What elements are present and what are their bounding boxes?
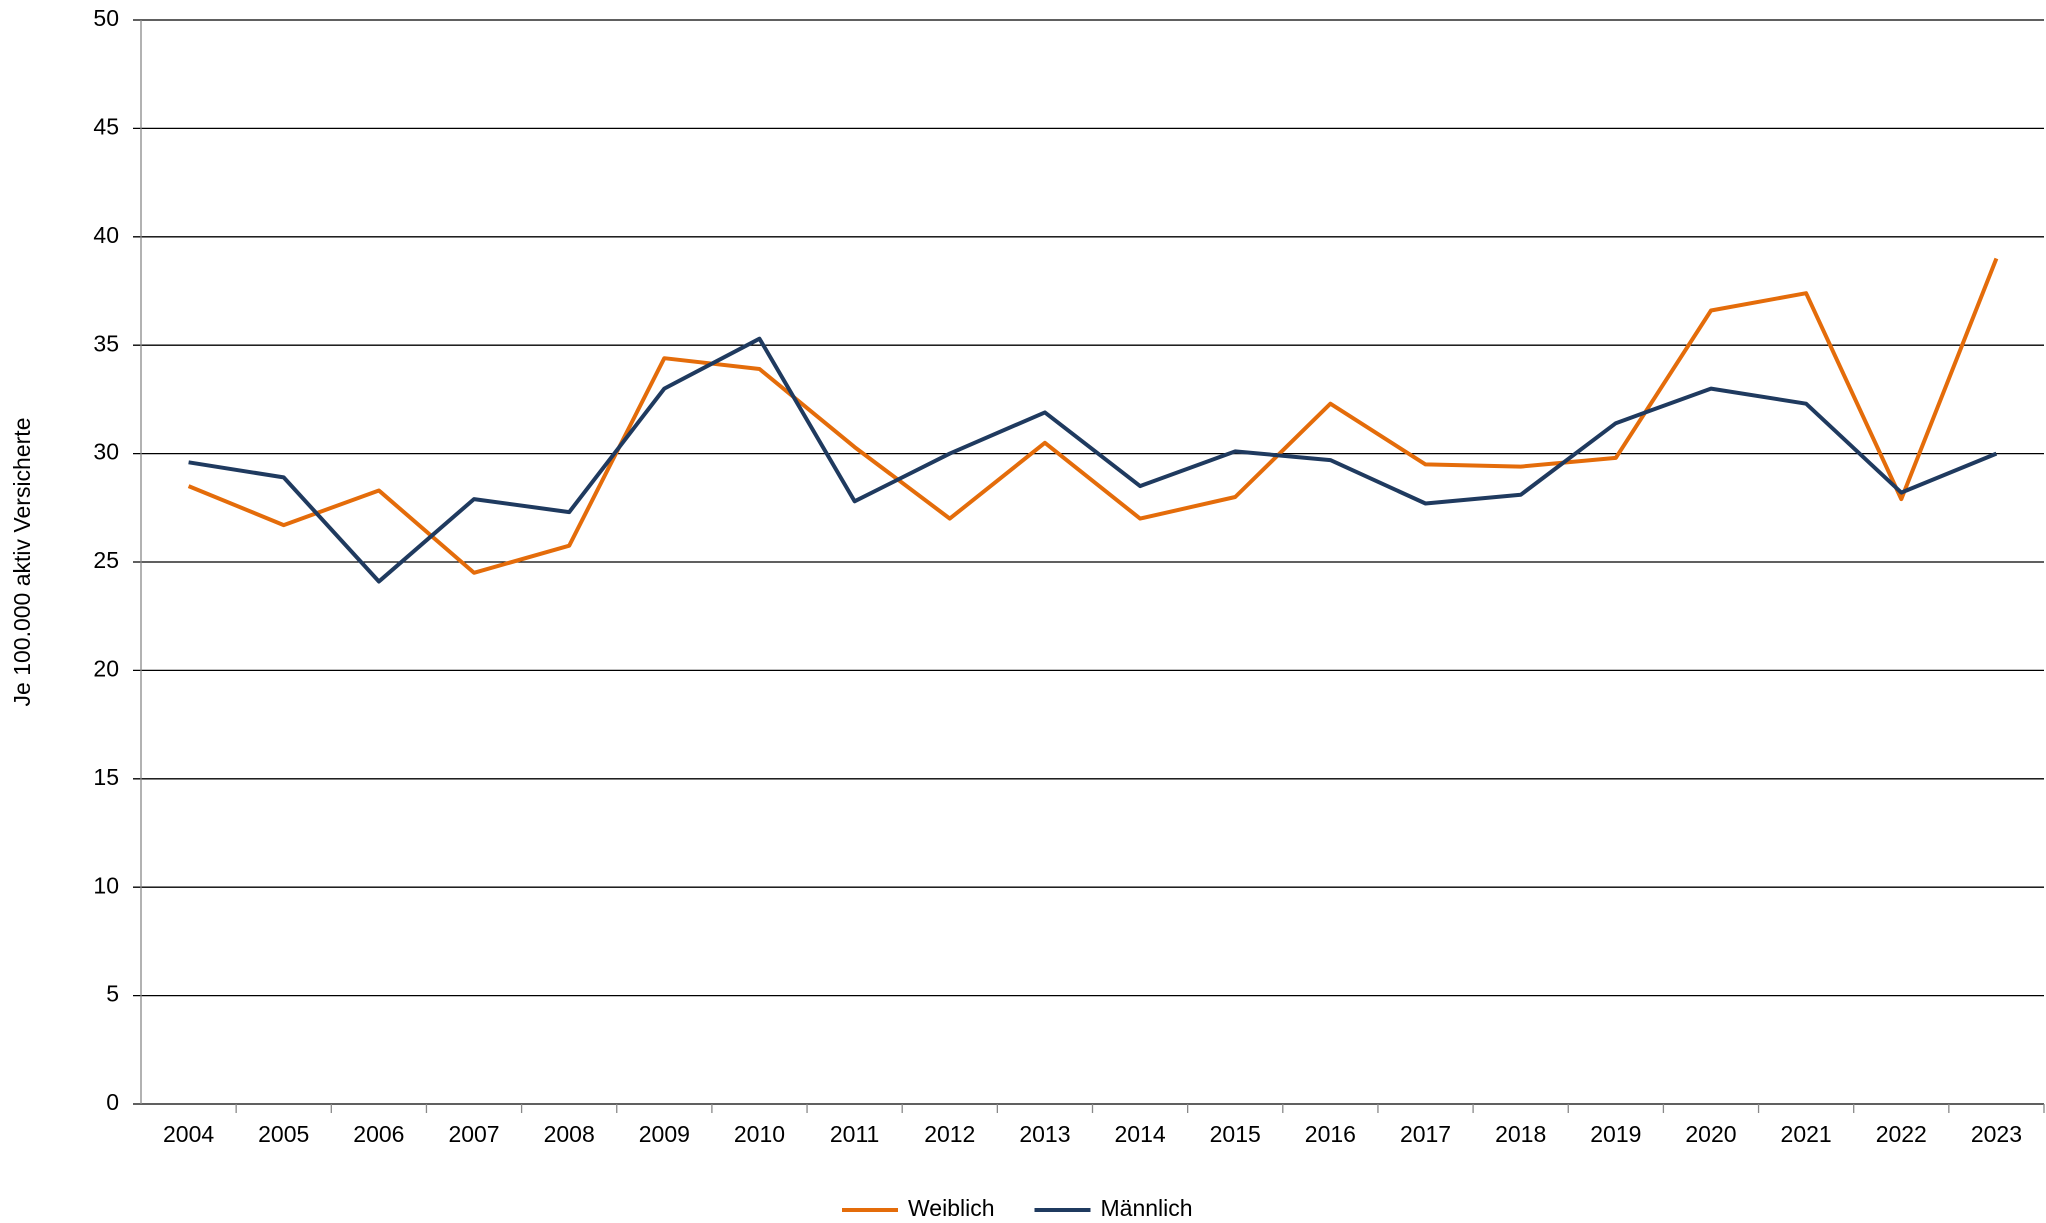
y-axis-label: Je 100.000 aktiv Versicherte: [9, 418, 35, 707]
y-tick-label: 10: [93, 872, 119, 898]
x-tick-label: 2008: [544, 1121, 595, 1147]
x-tick-label: 2005: [258, 1121, 309, 1147]
x-tick-label: 2015: [1210, 1121, 1261, 1147]
x-tick-label: 2007: [448, 1121, 499, 1147]
line-series: [187, 257, 1999, 575]
legend-label: Weiblich: [908, 1195, 995, 1221]
x-tick-label: 2019: [1590, 1121, 1641, 1147]
line-series: [188, 336, 1998, 584]
x-tick-label: 2016: [1305, 1121, 1356, 1147]
x-tick-label: 2006: [353, 1121, 404, 1147]
y-tick-label: 25: [93, 547, 119, 573]
x-tick-label: 2014: [1114, 1121, 1165, 1147]
x-tick-label: 2012: [924, 1121, 975, 1147]
x-tick-label: 2013: [1019, 1121, 1070, 1147]
y-tick-label: 40: [93, 222, 119, 248]
y-tick-label: 0: [106, 1089, 119, 1115]
y-tick-label: 5: [106, 981, 119, 1007]
x-tick-label: 2020: [1685, 1121, 1736, 1147]
x-tick-label: 2004: [163, 1121, 214, 1147]
legend-label: Männlich: [1101, 1195, 1193, 1221]
x-tick-label: 2017: [1400, 1121, 1451, 1147]
x-tick-label: 2022: [1876, 1121, 1927, 1147]
y-tick-label: 20: [93, 655, 119, 681]
y-tick-label: 30: [93, 439, 119, 465]
x-tick-label: 2010: [734, 1121, 785, 1147]
x-tick-label: 2011: [830, 1121, 879, 1147]
x-tick-label: 2018: [1495, 1121, 1546, 1147]
x-tick-label: 2021: [1781, 1121, 1832, 1147]
y-tick-label: 50: [93, 5, 119, 31]
x-tick-label: 2023: [1971, 1121, 2022, 1147]
y-tick-label: 45: [93, 113, 119, 139]
x-tick-label: 2009: [639, 1121, 690, 1147]
y-tick-label: 15: [93, 764, 119, 790]
y-tick-label: 35: [93, 330, 119, 356]
